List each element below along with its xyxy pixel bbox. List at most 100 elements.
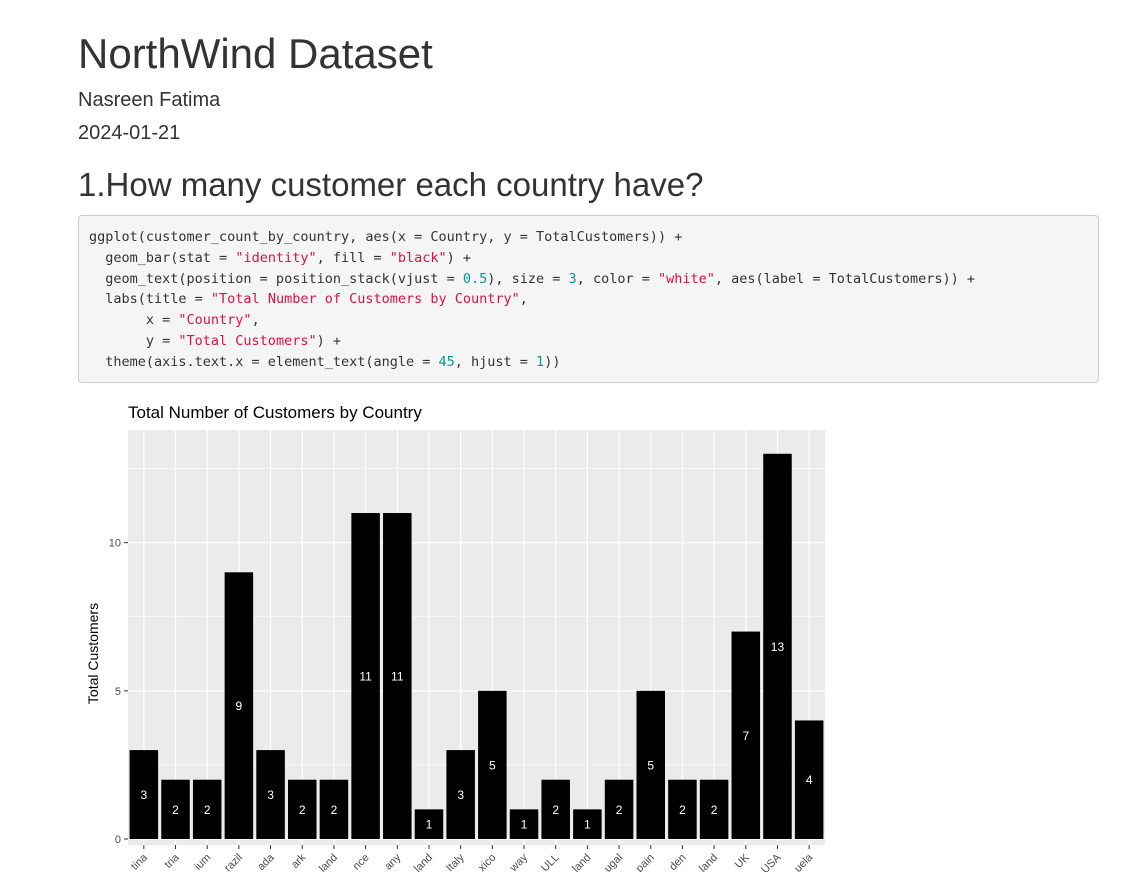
code-string-token: "white" — [657, 270, 715, 287]
code-line: ggplot(customer_count_by_country, aes(x … — [89, 227, 1088, 248]
x-tick-label: land — [412, 852, 435, 872]
bar-land — [573, 809, 602, 839]
bar-italy — [446, 750, 475, 839]
bar-razil — [224, 572, 254, 839]
x-tick-label: Italy — [444, 851, 467, 872]
bar-nce — [351, 513, 380, 839]
document-title: NorthWind Dataset — [78, 30, 433, 77]
x-tick-label: ULL — [539, 852, 562, 872]
code-token: , color = — [576, 270, 658, 287]
code-token: , — [519, 291, 528, 308]
bar-value-label: 9 — [236, 699, 243, 713]
bar-land — [319, 779, 349, 839]
bar-value-label: 2 — [331, 803, 338, 817]
x-tick-label: tria — [162, 851, 182, 871]
code-string-token: "Total Number of Customers by Country" — [210, 291, 520, 308]
bar-value-label: 11 — [359, 670, 372, 684]
x-tick-label: tina — [129, 851, 151, 872]
bar-uk — [731, 631, 761, 839]
bar-value-label: 3 — [267, 788, 274, 802]
code-token: )) — [544, 353, 561, 370]
y-axis-title: Total Customers — [85, 603, 101, 704]
code-line: x = "Country", — [89, 310, 1088, 331]
code-number-token: 0.5 — [462, 270, 488, 287]
bar-xico — [478, 690, 507, 839]
bar-ium — [192, 779, 222, 839]
code-token: geom_text(position = position_stack(vjus… — [89, 270, 463, 287]
bar-uela — [794, 720, 824, 839]
code-token: , fill = — [316, 249, 390, 266]
bar-value-label: 2 — [299, 803, 306, 817]
code-line: labs(title = "Total Number of Customers … — [89, 289, 1088, 310]
y-tick-label: 10 — [109, 538, 121, 550]
bar-value-label: 5 — [489, 758, 496, 772]
code-token: , hjust = — [454, 353, 537, 370]
bar-usa — [763, 453, 792, 839]
bar-way — [509, 809, 539, 839]
bar-tina — [129, 750, 159, 839]
document-author: Nasreen Fatima — [78, 89, 221, 111]
bar-land — [699, 779, 729, 839]
code-token: , — [251, 312, 260, 329]
bar-value-label: 1 — [426, 818, 433, 832]
x-tick-label: nce — [351, 852, 372, 872]
section-heading: 1.How many customer each country have? — [78, 166, 704, 203]
bar-value-label: 4 — [806, 773, 813, 787]
x-tick-label: razil — [222, 852, 245, 872]
bar-value-label: 3 — [140, 788, 147, 802]
bar-den — [668, 779, 697, 839]
bar-value-label: 2 — [552, 803, 559, 817]
bar-any — [383, 513, 412, 839]
bar-ull — [541, 779, 570, 839]
x-tick-label: land — [570, 852, 593, 872]
bar-value-label: 1 — [584, 818, 591, 832]
code-string-token: "identity" — [235, 249, 317, 266]
code-string-token: "black" — [389, 249, 447, 266]
bar-value-label: 2 — [172, 803, 179, 817]
code-number-token: 1 — [536, 353, 545, 370]
bar-chart: Total Number of Customers by Country 3 2 2 9… — [78, 392, 838, 872]
code-string-token: "Total Customers" — [178, 332, 317, 349]
x-tick-label: USA — [759, 851, 784, 872]
bar-value-label: 2 — [711, 803, 718, 817]
x-tick-label: ium — [192, 852, 213, 872]
code-token: theme(axis.text.x = element_text(angle = — [89, 353, 439, 370]
code-token: labs(title = — [89, 291, 211, 308]
bar-ugal — [604, 779, 634, 839]
y-tick-label: 5 — [115, 686, 121, 698]
code-line: geom_text(position = position_stack(vjus… — [89, 269, 1088, 290]
bar-value-label: 2 — [679, 803, 686, 817]
x-tick-label: ugal — [602, 852, 625, 872]
x-tick-label: UK — [733, 851, 753, 871]
document-date: 2024-01-21 — [78, 122, 181, 144]
code-number-token: 45 — [438, 353, 455, 370]
bar-value-label: 1 — [521, 818, 528, 832]
x-tick-label: xico — [476, 852, 498, 872]
x-tick-label: way — [507, 851, 530, 872]
bar-value-label: 13 — [771, 640, 785, 654]
code-token: y = — [89, 332, 179, 349]
code-line: geom_bar(stat = "identity", fill = "blac… — [89, 248, 1088, 269]
bar-value-label: 11 — [391, 670, 404, 684]
code-token: ) + — [316, 332, 341, 349]
bar-ark — [287, 779, 317, 839]
x-tick-label: pain — [634, 852, 657, 872]
bar-pain — [636, 690, 666, 839]
x-tick-label: den — [667, 852, 688, 872]
x-tick-label: ark — [289, 851, 309, 871]
code-block[interactable]: ggplot(customer_count_by_country, aes(x … — [78, 215, 1099, 383]
bar-value-label: 5 — [647, 758, 654, 772]
code-token: geom_bar(stat = — [89, 249, 236, 266]
code-line: theme(axis.text.x = element_text(angle =… — [89, 352, 1088, 373]
code-token: ), size = — [487, 270, 569, 287]
bar-land — [414, 809, 444, 839]
code-token: x = — [89, 312, 179, 329]
code-number-token: 3 — [568, 270, 577, 287]
bar-value-label: 2 — [616, 803, 623, 817]
code-line: y = "Total Customers") + — [89, 331, 1088, 352]
code-token: ggplot(customer_count_by_country, aes(x … — [89, 229, 683, 245]
bar-tria — [161, 779, 190, 839]
code-token: ) + — [446, 249, 472, 266]
bar-ada — [256, 750, 285, 839]
